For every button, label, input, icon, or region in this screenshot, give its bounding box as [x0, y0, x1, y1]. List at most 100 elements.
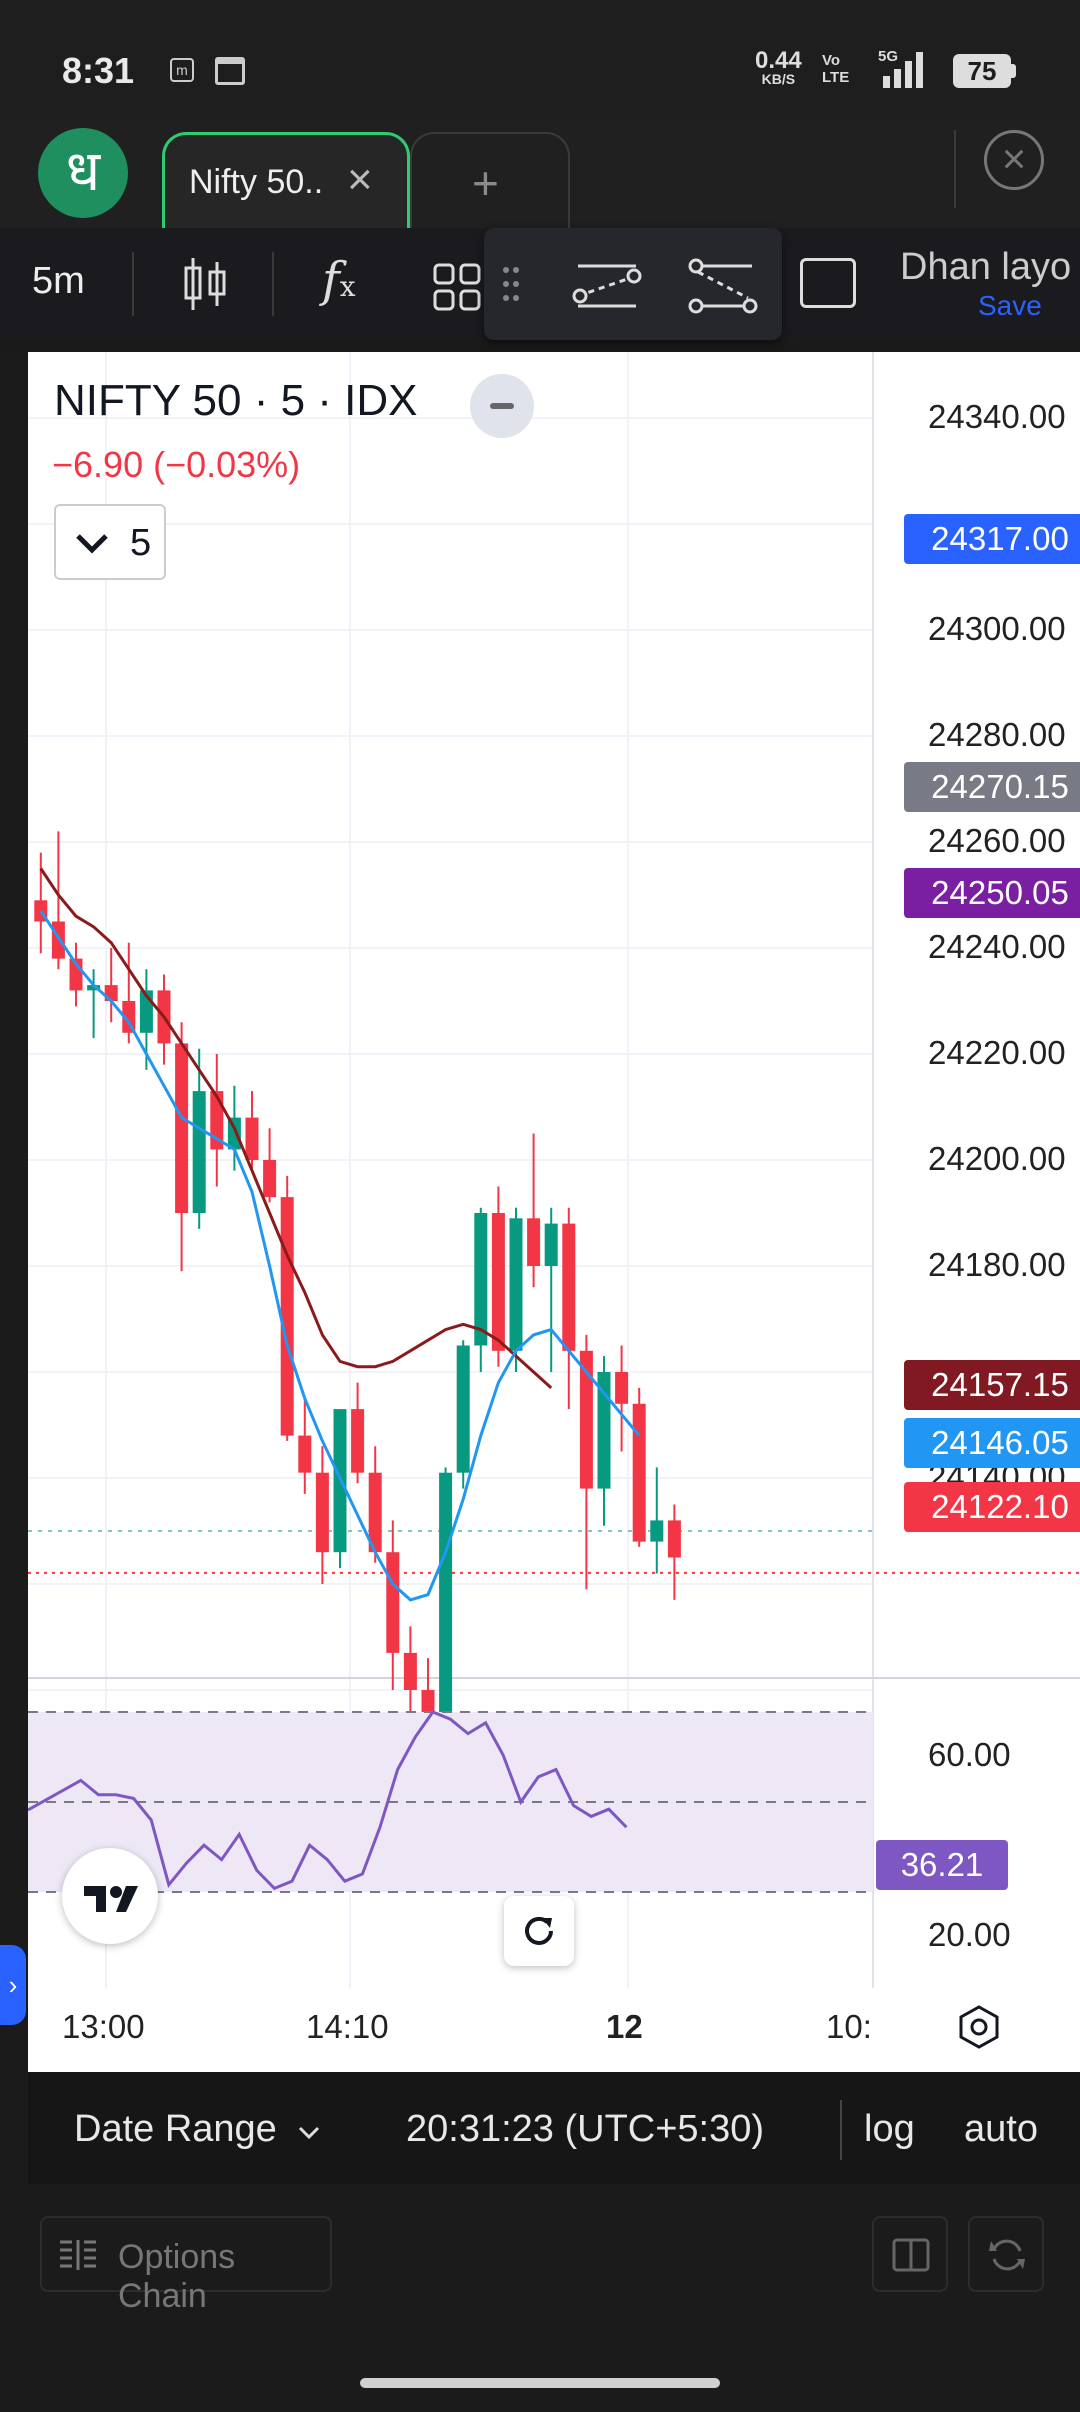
candle-body	[527, 1218, 541, 1266]
add-tab-button[interactable]: +	[410, 132, 570, 232]
candle-body	[632, 1403, 646, 1542]
candle-body	[122, 1001, 136, 1033]
candle-body	[509, 1218, 523, 1351]
battery-icon: 75	[953, 54, 1011, 88]
refresh-icon	[525, 1916, 553, 1945]
options-chain-button[interactable]: Options Chain	[40, 2216, 332, 2315]
candle-body	[386, 1552, 400, 1653]
symbol-title[interactable]: NIFTY 50 · 5 · IDX	[54, 376, 418, 425]
candle-body	[597, 1372, 611, 1489]
layout-grid-icon[interactable]	[432, 262, 482, 312]
time-axis-label: 12	[606, 2008, 643, 2045]
tab-nifty50[interactable]: Nifty 50.. ×	[162, 132, 410, 232]
candle-type-icon[interactable]	[180, 256, 230, 312]
price-axis-label: 24300.00	[928, 610, 1066, 647]
candle-body	[298, 1435, 312, 1473]
split-view-icon	[892, 2238, 930, 2272]
candle-body	[403, 1652, 417, 1690]
sync-icon	[989, 2239, 1025, 2271]
chart-bottom-bar: Date Range 20:31:23 (UTC+5:30) log auto	[28, 2072, 1080, 2184]
notification-m-icon: m	[170, 58, 194, 82]
price-badge-purple: 24250.05	[904, 868, 1080, 918]
price-badge-last: 24122.10	[904, 1482, 1080, 1532]
price-badge-ema-fast: 24146.05	[904, 1418, 1080, 1468]
tradingview-logo[interactable]	[62, 1848, 158, 1944]
candle-body	[280, 1197, 294, 1436]
divider	[954, 130, 956, 208]
collapse-legend-button[interactable]	[470, 374, 534, 438]
trend-line-settings-icon[interactable]	[572, 252, 642, 316]
candle-body	[351, 1409, 365, 1473]
rsi-levels	[28, 1711, 873, 1893]
floating-drawing-toolbar	[484, 228, 782, 340]
tab-bar: ध Nifty 50.. × + ×	[0, 120, 1080, 232]
indicators-icon[interactable]: fx	[322, 252, 356, 308]
status-bar: 8:31 m 0.44 KB/S Vo LTE 5G 75	[0, 0, 1080, 130]
candle-body	[245, 1117, 259, 1160]
rsi-value-badge: 36.21	[876, 1840, 1008, 1890]
tab-close-icon[interactable]: ×	[347, 155, 373, 204]
candle-body	[491, 1213, 505, 1351]
candle-body	[474, 1213, 488, 1346]
price-change: −6.90 (−0.03%)	[52, 444, 301, 485]
indicator-count-toggle[interactable]: 5	[54, 504, 166, 580]
price-axis-label: 24340.00	[928, 398, 1066, 435]
battery-tip	[1011, 64, 1016, 78]
price-badge-ema-slow: 24157.15	[904, 1360, 1080, 1410]
minus-icon	[490, 403, 514, 409]
chart-settings-icon[interactable]	[956, 2004, 1002, 2050]
status-time: 8:31	[62, 50, 135, 91]
price-badge-alert[interactable]: 24317.00	[904, 514, 1080, 564]
volte-indicator: Vo LTE	[822, 52, 850, 86]
chevron-down-icon	[74, 532, 110, 556]
price-axis-label: 24220.00	[928, 1034, 1066, 1071]
layout-name[interactable]: Dhan layo	[900, 246, 1072, 288]
price-axis-label: 24180.00	[928, 1246, 1066, 1283]
network-type: 5G	[878, 48, 899, 65]
candle-body	[544, 1223, 558, 1266]
date-range-button[interactable]: Date Range	[74, 2108, 321, 2151]
signal-icon	[883, 52, 931, 88]
calendar-icon	[215, 57, 245, 85]
auto-scale-toggle[interactable]: auto	[964, 2108, 1038, 2150]
bottom-divider	[840, 2100, 842, 2160]
save-link[interactable]: Save	[978, 290, 1042, 321]
candle-body	[421, 1690, 435, 1717]
candle-body	[315, 1472, 329, 1553]
plus-icon: +	[472, 157, 499, 209]
time-axis-label: 10:	[826, 2008, 872, 2045]
app-logo[interactable]: ध	[38, 128, 128, 218]
chart-toolbar: 5m fx Dhan layo Save	[0, 228, 1080, 340]
session-clock[interactable]: 20:31:23 (UTC+5:30)	[406, 2108, 765, 2150]
chart-area[interactable]: NIFTY 50 · 5 · IDX −6.90 (−0.03%) 5 2434…	[28, 352, 1080, 2072]
reset-chart-button[interactable]	[504, 1896, 574, 1966]
trend-line-alt-icon[interactable]	[688, 252, 758, 316]
candle-body	[192, 1091, 206, 1213]
candle-body	[210, 1091, 224, 1150]
split-view-button[interactable]	[872, 2216, 948, 2292]
toolbar-divider	[132, 252, 134, 316]
drag-handle-icon[interactable]	[502, 264, 522, 304]
options-chain-icon	[60, 2240, 96, 2270]
rsi-axis-label: 60.00	[928, 1736, 1011, 1773]
candle-body	[175, 1043, 189, 1213]
candle-body	[227, 1117, 241, 1150]
rsi-line	[28, 1710, 628, 1891]
candle-body	[87, 985, 101, 991]
candle-body	[368, 1472, 382, 1553]
ema-fast-line	[39, 910, 641, 1602]
refresh-button[interactable]	[968, 2216, 1044, 2292]
time-axis-label: 14:10	[306, 2008, 389, 2045]
chevron-down-icon	[299, 2126, 320, 2140]
price-axis-label: 24200.00	[928, 1140, 1066, 1177]
candle-body	[562, 1223, 576, 1351]
log-scale-toggle[interactable]: log	[864, 2108, 915, 2150]
time-axis-label: 13:00	[62, 2008, 145, 2045]
interval-button[interactable]: 5m	[32, 260, 85, 302]
fullscreen-icon[interactable]	[800, 258, 856, 308]
left-panel-toggle[interactable]: ›	[0, 1945, 26, 2025]
candle-body	[456, 1345, 470, 1473]
price-chart[interactable]	[28, 352, 1080, 2072]
close-circle-icon[interactable]: ×	[984, 130, 1044, 190]
candle-body	[579, 1350, 593, 1489]
